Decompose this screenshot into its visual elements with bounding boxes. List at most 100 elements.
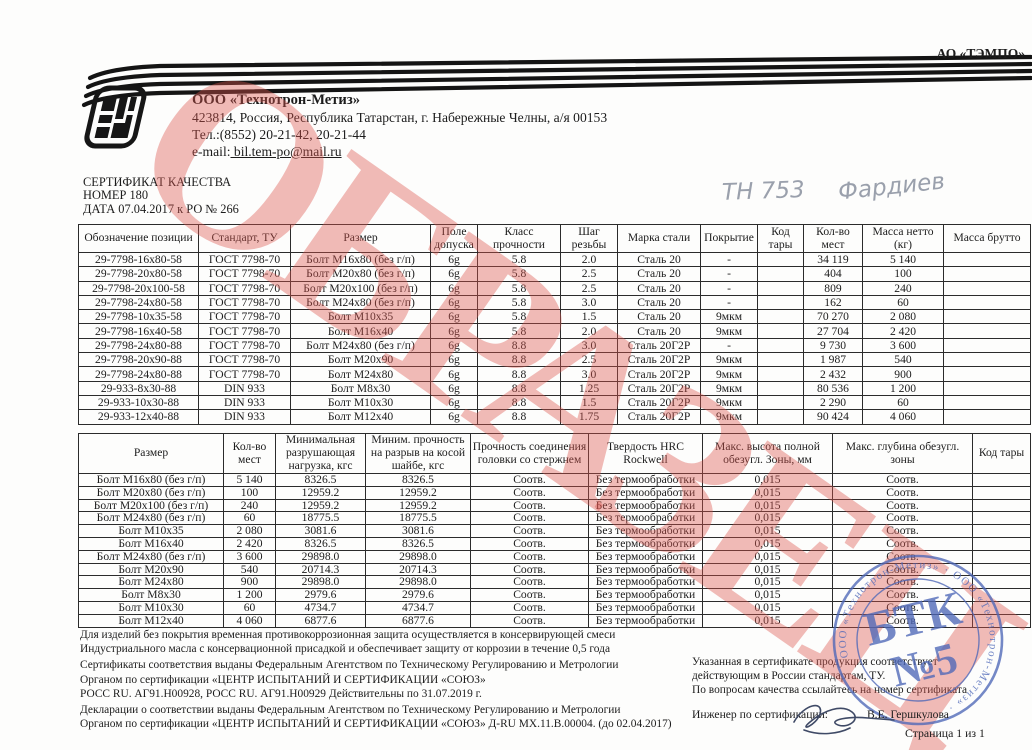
table-cell: 29-7798-24x80-88 [78, 366, 199, 382]
table-cell: 100 [223, 485, 276, 500]
table-cell: Сталь 20 [617, 309, 701, 325]
table-cell: 0,015 [702, 613, 833, 628]
column-header: Стандарт, ТУ [198, 224, 291, 253]
table-cell: 9мкм [700, 380, 758, 396]
column-header: Минимальная разрушающая нагрузка, кгс [275, 433, 366, 474]
table-cell: 1.25 [560, 380, 618, 396]
table-cell: 0,015 [702, 498, 833, 513]
table-cell [943, 266, 1031, 282]
table-cell: 8326.5 [275, 536, 366, 551]
column-header: Твердость HRC Rockwell [588, 433, 703, 474]
table-cell: 900 [223, 575, 276, 590]
table-cell [943, 309, 1031, 325]
table-cell: 29-7798-20x100-58 [78, 280, 199, 296]
table-cell: 4734.7 [365, 600, 471, 615]
table-cell: Болт М10х35 [78, 524, 224, 538]
table-cell [972, 485, 1031, 500]
table-cell: Соотв. [832, 524, 973, 538]
table-cell: 3 600 [862, 337, 944, 354]
table-cell: - [700, 251, 758, 268]
table-cell: Сталь 20Г2Р [617, 366, 701, 382]
table-cell: 1.5 [560, 309, 618, 325]
table-cell: 5.8 [477, 294, 561, 311]
table-cell: Соотв. [832, 473, 973, 487]
footer-line: Сертификаты соответствия выданы Федераль… [80, 659, 619, 672]
table-cell [943, 280, 1031, 296]
email-address: bil.tem-po@mail.ru [230, 144, 342, 159]
table-cell [757, 366, 804, 382]
table-cell [757, 380, 804, 396]
table-cell [943, 294, 1031, 311]
table-cell: 9мкм [700, 352, 758, 368]
table-row: 29-7798-20x90-88 ГОСТ 7798-70 Болт М20х90 6… [78, 352, 1031, 368]
table-cell: Соотв. [470, 498, 589, 513]
table-cell [757, 294, 804, 311]
footer-line: Органом по сертификации «ЦЕНТР ИСПЫТАНИЙ… [80, 718, 672, 731]
column-header: Покрытие [700, 224, 758, 253]
footer-line: Указанная в сертификате продукция соотве… [692, 656, 938, 668]
table-cell: 6g [430, 352, 478, 368]
table-cell: Болт М20х80 (без г/п) [290, 266, 431, 282]
table-cell: 5 140 [223, 473, 276, 487]
table-cell: Без термообработки [588, 600, 703, 615]
table-cell: 29898.0 [365, 575, 471, 590]
table-cell: Сталь 20 [617, 251, 701, 268]
table-row: 29-7798-24x80-58 ГОСТ 7798-70 Болт М24х80 … [78, 294, 1031, 311]
table-cell: 29-7798-16x40-58 [78, 323, 199, 339]
table-cell: 8.8 [477, 337, 561, 354]
table-cell: Сталь 20Г2Р [617, 337, 701, 354]
table-cell: 29898.0 [275, 575, 366, 590]
table-cell: 6g [430, 323, 478, 339]
table-row: Болт М10х35 2 080 3081.6 3081.6 Соотв. Без те… [78, 524, 1031, 538]
column-header: Размер [78, 433, 224, 474]
table-cell: 29-7798-24x80-88 [78, 337, 199, 354]
table-cell: 12959.2 [365, 485, 471, 500]
table-cell: Сталь 20Г2Р [617, 352, 701, 368]
column-header: Марка стали [617, 224, 701, 253]
table-cell: 1 987 [803, 352, 863, 368]
table-cell: 6g [430, 251, 478, 268]
table-cell: Болт М24х80 [78, 575, 224, 590]
table-cell: 2 080 [223, 524, 276, 538]
table-cell: 29-933-12x40-88 [78, 409, 199, 425]
table-cell: 1.75 [560, 409, 618, 425]
column-header: Макс. глубина обезугл. зоны [832, 433, 973, 474]
table-cell [757, 394, 804, 411]
table-cell: 6877.6 [275, 613, 366, 628]
table-cell [757, 409, 804, 425]
table-row: 29-7798-10x35-58 ГОСТ 7798-70 Болт М10х35 6… [78, 309, 1031, 325]
company-name: ООО «Технотрон-Метиз» [192, 92, 360, 108]
table-cell [943, 251, 1031, 268]
table-cell: 3.0 [560, 337, 618, 354]
table-cell: 2 420 [223, 536, 276, 551]
table-cell: 5.8 [477, 280, 561, 296]
column-header: Миним. прочность на разрыв на косой шайб… [365, 433, 471, 474]
table-cell: 540 [223, 562, 276, 577]
table-cell: 4 060 [223, 613, 276, 628]
table-row: Болт М20х90 540 20714.3 20714.3 Соотв. Без те… [78, 562, 1031, 577]
table-cell: 8.8 [477, 409, 561, 425]
header-row: Обозначение позиции Стандарт, ТУ Размер Пол… [78, 224, 1031, 253]
table-row: Болт М20х80 (без г/п) 100 12959.2 12959.2 Со… [78, 485, 1031, 500]
table-row: 29-7798-24x80-88 ГОСТ 7798-70 Болт М24х80 6… [78, 366, 1031, 382]
table-cell: Болт М12х40 [78, 613, 224, 628]
page-number: Страница 1 из 1 [905, 726, 985, 740]
table-row: Болт М24х80 (без г/п) 3 600 29898.0 29898.0… [78, 549, 1031, 564]
table-cell: - [700, 294, 758, 311]
table-cell: 18775.5 [365, 511, 471, 526]
table-cell: 6g [430, 394, 478, 411]
table-cell: DIN 933 [198, 394, 291, 411]
certificate-title-block: СЕРТИФИКАТ КАЧЕСТВА НОМЕР 180 ДАТА 07.04… [83, 175, 239, 216]
table-cell: 34 119 [803, 251, 863, 268]
table-cell: Сталь 20 [617, 280, 701, 296]
table-cell: 0,015 [702, 511, 833, 526]
table-cell: 1 200 [223, 588, 276, 602]
table-cell: 8326.5 [275, 473, 366, 487]
table-cell: 9мкм [700, 394, 758, 411]
table-cell: Соотв. [470, 485, 589, 500]
column-header: Масса нетто (кг) [862, 224, 944, 253]
table-cell: Болт М20х80 (без г/п) [78, 485, 224, 500]
column-header: Размер [290, 224, 431, 253]
table-cell: 2.5 [560, 266, 618, 282]
table-cell: Без термообработки [588, 575, 703, 590]
